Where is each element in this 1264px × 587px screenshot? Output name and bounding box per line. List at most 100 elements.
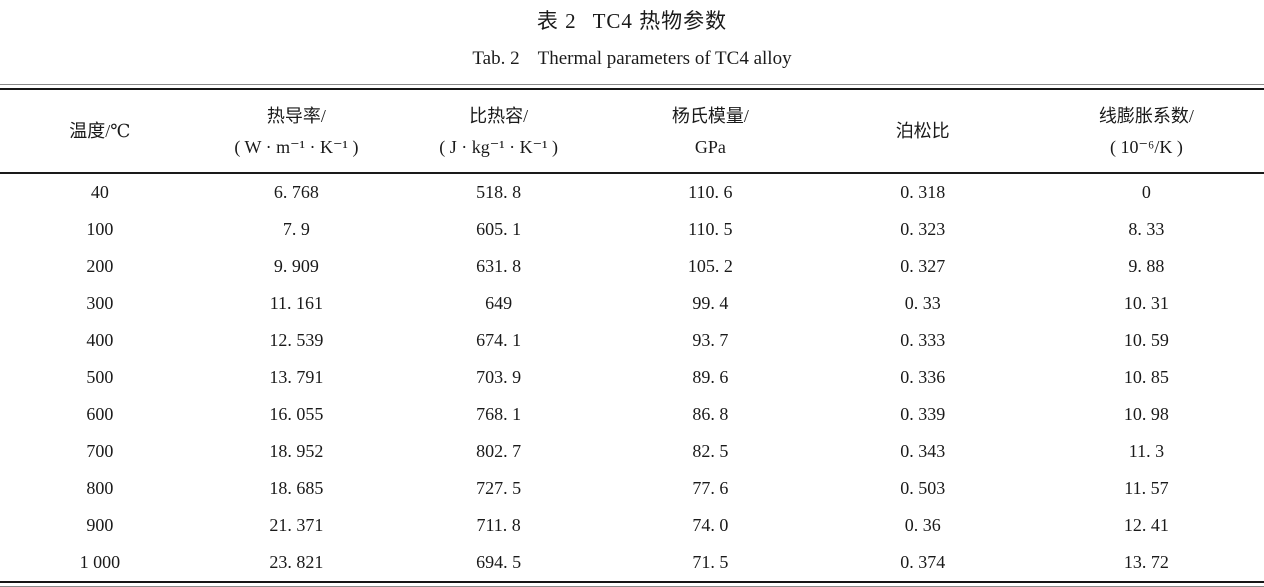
table-bottom-rule <box>0 581 1264 587</box>
table-cell: 1 000 <box>79 552 121 572</box>
table-cell: 18. 685 <box>269 478 324 498</box>
column-header: 泊松比 <box>816 90 1029 174</box>
table-top-rule <box>0 84 1264 90</box>
table-cell: 8. 33 <box>1128 219 1165 239</box>
column-header: 温度/℃ <box>0 90 200 174</box>
table-body: 40 6. 768 518. 8 110. 6 0. 318 0 100 7. 9 605. 1… <box>0 173 1264 581</box>
table-cell: 100 <box>86 219 114 239</box>
table-cell: 110. 5 <box>688 219 733 239</box>
column-header: 比热容/ ( J · kg⁻¹ · K⁻¹ ) <box>393 90 605 174</box>
column-header-line2: ( 10⁻⁶/K ) <box>1110 136 1183 157</box>
table-cell: 649 <box>485 293 513 313</box>
table-cell: 0 <box>1141 182 1151 202</box>
table-cell: 21. 371 <box>269 515 324 535</box>
table-cell: 7. 9 <box>282 219 310 239</box>
table-row: 40 6. 768 518. 8 110. 6 0. 318 0 <box>0 173 1264 211</box>
table-cell: 13. 791 <box>269 367 324 387</box>
table-cell: 12. 41 <box>1123 515 1169 535</box>
table-cell: 0. 339 <box>900 404 946 424</box>
table-cell: 71. 5 <box>692 552 729 572</box>
column-header-text: 温度/℃ <box>0 120 200 142</box>
table-cell: 0. 336 <box>900 367 946 387</box>
table-caption-english: Tab. 2 Thermal parameters of TC4 alloy <box>0 46 1264 71</box>
table-row: 100 7. 9 605. 1 110. 5 0. 323 8. 33 <box>0 211 1264 248</box>
table-row: 900 21. 371 711. 8 74. 0 0. 36 12. 41 <box>0 507 1264 544</box>
column-header-line2: ( J · kg⁻¹ · K⁻¹ ) <box>439 136 559 157</box>
column-header: 线膨胀系数/ ( 10⁻⁶/K ) <box>1028 90 1264 174</box>
column-header-text: 泊松比 <box>817 120 1029 142</box>
table-cell: 74. 0 <box>692 515 729 535</box>
table-cell: 10. 85 <box>1123 367 1169 387</box>
column-header-line1: 温度/℃ <box>69 121 131 141</box>
table-cell: 200 <box>86 256 114 276</box>
table-number-zh: 表 2 <box>536 9 577 33</box>
table-cell: 10. 59 <box>1123 330 1169 350</box>
column-header-line1: 比热容/ <box>469 105 529 126</box>
table-cell: 18. 952 <box>269 441 324 461</box>
table-cell: 23. 821 <box>269 552 324 572</box>
table-cell: 631. 8 <box>476 256 522 276</box>
table-cell: 768. 1 <box>476 404 522 424</box>
table-cell: 10. 98 <box>1123 404 1169 424</box>
table-cell: 802. 7 <box>476 441 522 461</box>
table-cell: 300 <box>86 293 114 313</box>
table-title-zh: TC4 热物参数 <box>592 9 728 33</box>
thermal-parameters-table: 温度/℃ 热导率/ ( W · m⁻¹ · K⁻¹ ) 比热容/ ( J · kg⁻¹ … <box>0 90 1264 581</box>
table-cell: 6. 768 <box>273 182 319 202</box>
table-cell: 0. 318 <box>900 182 946 202</box>
table-cell: 110. 6 <box>688 182 733 202</box>
table-cell: 600 <box>86 404 114 424</box>
table-cell: 77. 6 <box>692 478 729 498</box>
table-caption-chinese: 表 2 TC4 热物参数 <box>0 0 1264 35</box>
table-cell: 727. 5 <box>476 478 522 498</box>
column-header-text: 线膨胀系数/ ( 10⁻⁶/K ) <box>1029 105 1264 158</box>
table-cell: 12. 539 <box>269 330 324 350</box>
table-cell: 500 <box>86 367 114 387</box>
column-header-line1: 热导率/ <box>266 105 326 126</box>
table-cell: 0. 33 <box>904 293 941 313</box>
table-row: 300 11. 161 649 99. 4 0. 33 10. 31 <box>0 285 1264 322</box>
table-cell: 605. 1 <box>476 219 522 239</box>
table-number-en: Tab. 2 <box>472 48 520 69</box>
table-cell: 16. 055 <box>269 404 324 424</box>
column-header-text: 热导率/ ( W · m⁻¹ · K⁻¹ ) <box>200 105 393 158</box>
table-header-row: 温度/℃ 热导率/ ( W · m⁻¹ · K⁻¹ ) 比热容/ ( J · kg⁻¹ … <box>0 90 1264 174</box>
table-cell: 89. 6 <box>692 367 729 387</box>
table-cell: 0. 36 <box>904 515 941 535</box>
column-header-text: 杨氏模量/GPa <box>604 105 816 158</box>
table-cell: 0. 374 <box>900 552 946 572</box>
table-cell: 0. 327 <box>900 256 946 276</box>
table-cell: 11. 57 <box>1124 478 1169 498</box>
table-cell: 700 <box>86 441 114 461</box>
column-header-text: 比热容/ ( J · kg⁻¹ · K⁻¹ ) <box>393 105 604 158</box>
column-header-line2: GPa <box>694 136 726 157</box>
table-cell: 800 <box>86 478 114 498</box>
table-row: 1 000 23. 821 694. 5 71. 5 0. 374 13. 72 <box>0 544 1264 581</box>
column-header-line1: 线膨胀系数/ <box>1098 105 1194 126</box>
column-header-line1: 泊松比 <box>895 121 950 141</box>
table-cell: 82. 5 <box>692 441 729 461</box>
table-row: 600 16. 055 768. 1 86. 8 0. 339 10. 98 <box>0 396 1264 433</box>
column-header-line2: ( W · m⁻¹ · K⁻¹ ) <box>234 136 359 157</box>
table-cell: 11. 161 <box>269 293 324 313</box>
table-cell: 400 <box>86 330 114 350</box>
table-cell: 13. 72 <box>1123 552 1169 572</box>
table-cell: 10. 31 <box>1123 293 1169 313</box>
table-row: 200 9. 909 631. 8 105. 2 0. 327 9. 88 <box>0 248 1264 285</box>
table-cell: 674. 1 <box>476 330 522 350</box>
table-cell: 99. 4 <box>692 293 729 313</box>
table-cell: 9. 909 <box>273 256 319 276</box>
table-cell: 518. 8 <box>476 182 522 202</box>
table-cell: 0. 503 <box>900 478 946 498</box>
table-cell: 40 <box>90 182 109 202</box>
column-header-line1: 杨氏模量/ <box>671 105 749 126</box>
table-cell: 93. 7 <box>692 330 729 350</box>
column-header: 热导率/ ( W · m⁻¹ · K⁻¹ ) <box>199 90 394 174</box>
table-row: 700 18. 952 802. 7 82. 5 0. 343 11. 3 <box>0 433 1264 470</box>
table-row: 500 13. 791 703. 9 89. 6 0. 336 10. 85 <box>0 359 1264 396</box>
table-cell: 11. 3 <box>1128 441 1165 461</box>
table-title-en: Thermal parameters of TC4 alloy <box>537 48 792 69</box>
table-cell: 694. 5 <box>476 552 522 572</box>
table-cell: 86. 8 <box>692 404 729 424</box>
